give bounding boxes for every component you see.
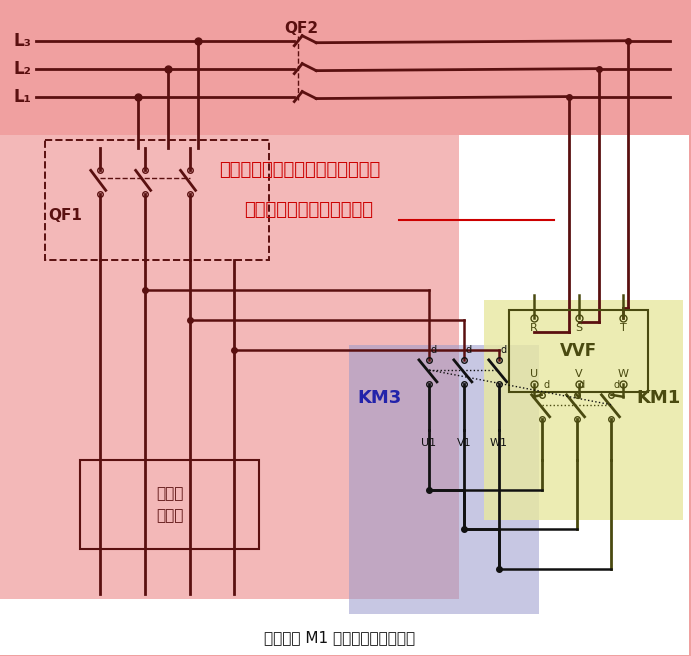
Bar: [0, 1, 690, 136]
Text: 冷却水泵 M1 的主回路电气原理图: 冷却水泵 M1 的主回路电气原理图: [263, 630, 415, 645]
Bar: [509, 310, 648, 392]
Text: 原水泵
主回路: 原水泵 主回路: [156, 486, 183, 523]
Text: L₂: L₂: [14, 60, 32, 77]
Text: W1: W1: [490, 438, 508, 448]
Text: QF1: QF1: [48, 208, 82, 223]
Text: V1: V1: [457, 438, 471, 448]
Text: d: d: [544, 380, 550, 390]
Text: R: R: [530, 323, 538, 333]
Text: QF2: QF2: [284, 21, 319, 36]
Text: V: V: [575, 369, 583, 379]
Bar: [79, 460, 259, 550]
Text: L₁: L₁: [14, 87, 32, 106]
Text: d: d: [501, 345, 507, 355]
Text: d: d: [578, 380, 585, 390]
Text: d: d: [614, 380, 620, 390]
Text: 温差控制由冷却泵转速调节: 温差控制由冷却泵转速调节: [245, 201, 373, 219]
Text: U1: U1: [422, 438, 437, 448]
Bar: [484, 300, 683, 520]
Text: d: d: [466, 345, 472, 355]
Text: W: W: [618, 369, 629, 379]
Text: KM1: KM1: [636, 389, 681, 407]
Bar: [349, 345, 539, 614]
Text: U: U: [529, 369, 538, 379]
Bar: [0, 136, 690, 655]
Bar: [0, 133, 459, 600]
Bar: [45, 140, 269, 260]
Text: 冷却泵将高温冷凝器水抜回冷却塔: 冷却泵将高温冷凝器水抜回冷却塔: [220, 161, 381, 179]
Text: S: S: [575, 323, 582, 333]
Text: L₃: L₃: [14, 31, 32, 50]
Text: T: T: [620, 323, 627, 333]
Text: KM3: KM3: [357, 389, 401, 407]
Text: d: d: [431, 345, 437, 355]
Text: VVF: VVF: [560, 342, 597, 360]
